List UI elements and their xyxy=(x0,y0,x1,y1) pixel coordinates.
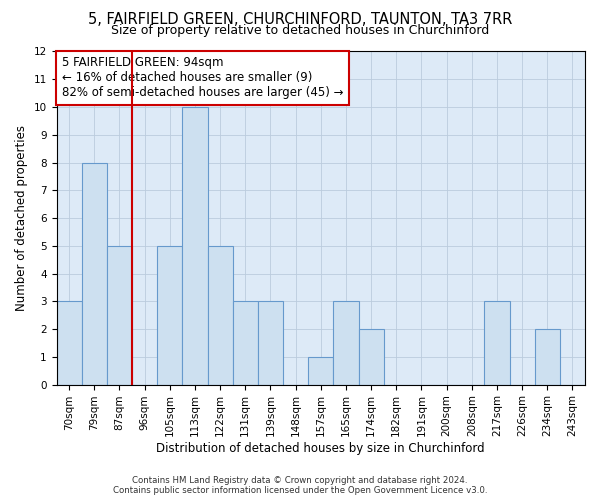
Text: 5, FAIRFIELD GREEN, CHURCHINFORD, TAUNTON, TA3 7RR: 5, FAIRFIELD GREEN, CHURCHINFORD, TAUNTO… xyxy=(88,12,512,28)
Bar xyxy=(334,302,359,384)
Bar xyxy=(56,302,82,384)
Bar xyxy=(308,357,334,384)
Bar xyxy=(258,302,283,384)
Bar xyxy=(157,246,182,384)
Bar xyxy=(535,329,560,384)
Y-axis label: Number of detached properties: Number of detached properties xyxy=(15,125,28,311)
Bar xyxy=(82,162,107,384)
Bar xyxy=(107,246,132,384)
Bar xyxy=(484,302,509,384)
Bar xyxy=(182,107,208,384)
Bar xyxy=(359,329,383,384)
Text: Contains HM Land Registry data © Crown copyright and database right 2024.
Contai: Contains HM Land Registry data © Crown c… xyxy=(113,476,487,495)
Text: 5 FAIRFIELD GREEN: 94sqm
← 16% of detached houses are smaller (9)
82% of semi-de: 5 FAIRFIELD GREEN: 94sqm ← 16% of detach… xyxy=(62,56,343,100)
X-axis label: Distribution of detached houses by size in Churchinford: Distribution of detached houses by size … xyxy=(157,442,485,455)
Text: Size of property relative to detached houses in Churchinford: Size of property relative to detached ho… xyxy=(111,24,489,37)
Bar xyxy=(233,302,258,384)
Bar xyxy=(208,246,233,384)
